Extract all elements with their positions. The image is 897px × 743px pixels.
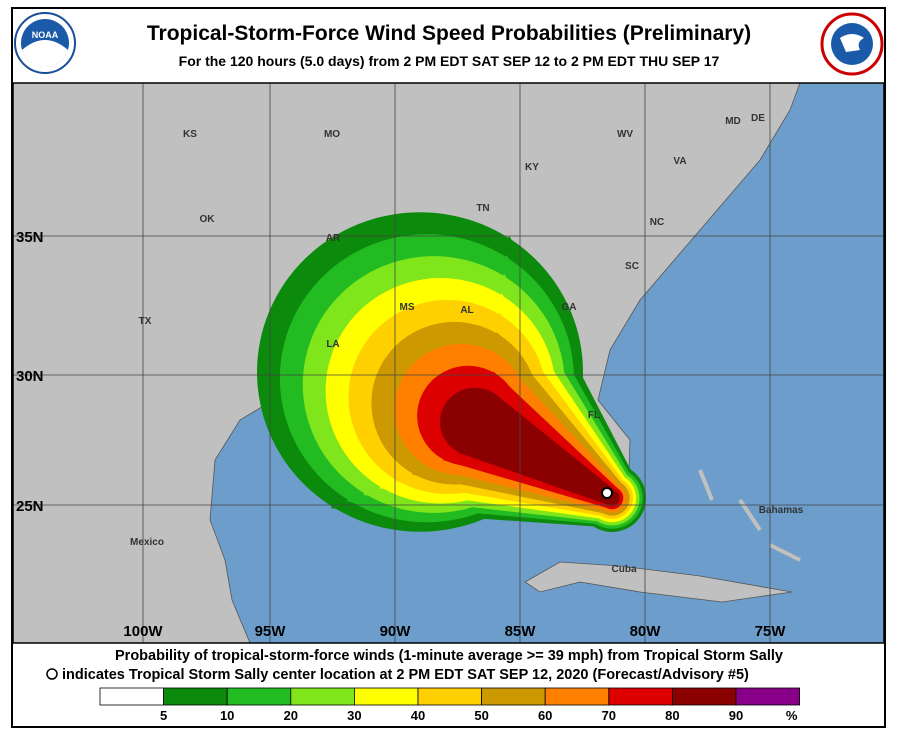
legend-label: 10 [220,708,234,723]
legend-label: 40 [411,708,425,723]
place-label: KS [183,129,197,140]
longitude-label: 90W [380,623,412,640]
place-label: KY [525,162,539,173]
legend-label: % [786,708,798,723]
contour-part [458,391,616,505]
caption: indicates Tropical Storm Sally center lo… [62,667,749,683]
subtitle: For the 120 hours (5.0 days) from 2 PM E… [179,53,720,69]
place-label: TN [476,203,489,214]
legend-label: 20 [284,708,298,723]
place-label: GA [562,302,577,313]
latitude-label: 25N [16,498,44,515]
center-icon [46,668,58,680]
place-label: Cuba [612,564,637,575]
place-label: SC [625,261,639,272]
place-label: WV [617,129,633,140]
place-label: Bahamas [759,505,804,516]
legend-label: 5 [160,708,167,723]
cuba [524,561,793,603]
latitude-label: 35N [16,229,44,246]
legend-swatch [99,687,164,706]
legend-swatch [226,687,292,706]
title: Tropical-Storm-Force Wind Speed Probabil… [147,22,751,45]
place-label: AR [326,233,341,244]
legend-label: 80 [665,708,679,723]
place-label: VA [673,156,686,167]
legend-label: 30 [347,708,361,723]
place-label: MO [324,129,340,140]
legend-swatch [608,687,673,706]
legend-label: 90 [729,708,743,723]
place-label: DE [751,113,765,124]
longitude-label: 95W [255,623,287,640]
place-label: OK [200,214,216,225]
place-label: Mexico [130,537,164,548]
map-frame [12,82,885,644]
noaa-logo: NOAA [14,12,76,74]
place-label: TX [139,316,152,327]
storm-center [601,487,613,499]
logo-text: NOAA [32,30,59,40]
longitude-label: 80W [630,623,662,640]
legend: 5 10 20 30 40 50 60 70 80 90% [99,687,800,723]
place-label: NC [650,217,664,228]
latitude-label: 30N [16,368,44,385]
legend-swatch [544,687,610,706]
longitude-label: 100W [123,623,163,640]
nws-logo [820,12,884,76]
longitude-label: 85W [505,623,537,640]
legend-label: 50 [474,708,488,723]
place-label: MD [725,116,741,127]
caption: Probability of tropical-storm-force wind… [115,648,783,664]
legend-swatch [672,687,737,706]
map: KS MO KY WV VA MD DE OK TN NC AR SC TX M… [13,83,884,643]
legend-swatch [735,687,800,706]
legend-label: 60 [538,708,552,723]
legend-swatch [353,687,419,706]
place-label: FL [588,410,600,421]
graticule [13,83,884,643]
longitude-label: 75W [755,623,787,640]
legend-swatch [417,687,482,706]
legend-swatch [163,687,228,706]
legend-label: 70 [602,708,616,723]
legend-swatch [290,687,355,706]
place-label: LA [326,339,339,350]
legend-swatch [481,687,546,706]
place-label: MS [400,302,415,313]
probability-contours [257,212,646,532]
outer-frame [11,7,886,728]
place-label: AL [460,305,473,316]
